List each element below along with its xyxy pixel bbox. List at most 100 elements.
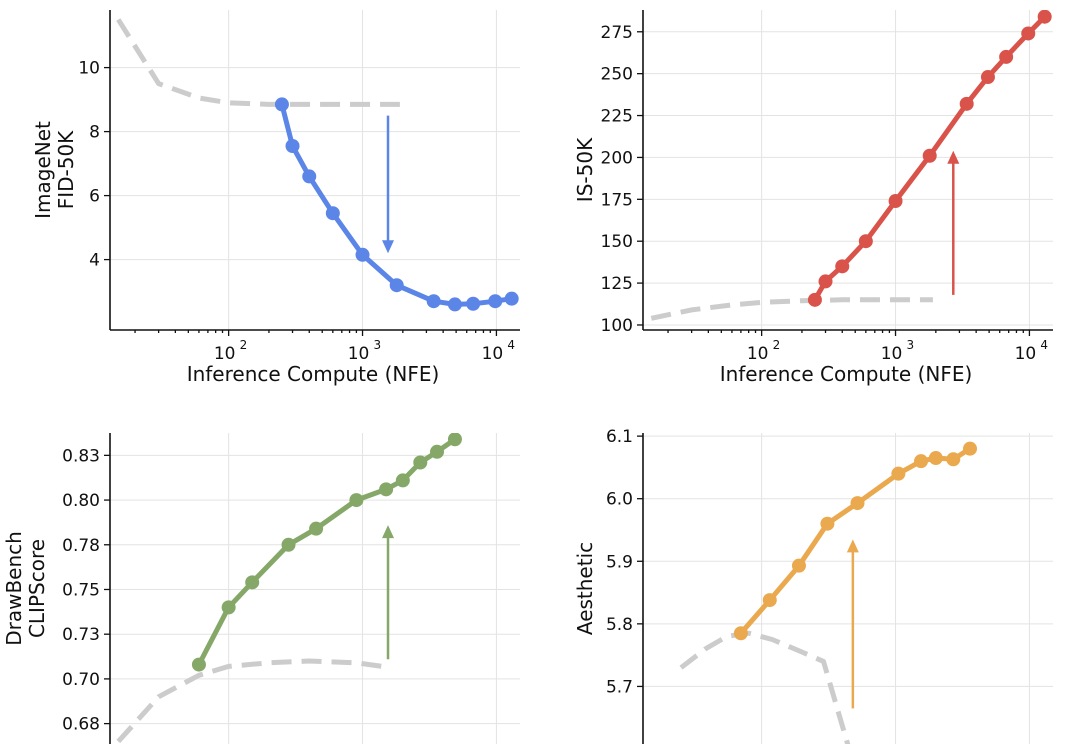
chart-2-point-5 xyxy=(349,493,364,508)
chart-3-point-7 xyxy=(928,451,943,466)
chart-2-ytick-label-5: 0.80 xyxy=(62,491,100,511)
chart-1-point-5 xyxy=(922,148,937,163)
chart-2-point-10 xyxy=(447,433,462,447)
chart-3-y-axis-label-0: Aesthetic xyxy=(573,542,597,635)
chart-2-ytick-label-0: 0.68 xyxy=(62,715,100,735)
chart-0-xtick-exponent-2: 4 xyxy=(507,338,515,352)
chart-0-xtick-label-1: 10 xyxy=(348,344,370,364)
chart-3-ytick-label-1: 5.8 xyxy=(606,615,633,635)
chart-0-ytick-label-0: 4 xyxy=(89,251,100,271)
chart-0-xtick-exponent-0: 2 xyxy=(240,338,248,352)
chart-0-point-9 xyxy=(488,294,503,309)
chart-1-xtick-exponent-2: 4 xyxy=(1040,338,1048,352)
chart-2-ytick-label-1: 0.70 xyxy=(62,670,100,690)
chart-3-ytick-label-2: 5.9 xyxy=(606,552,633,572)
chart-1-ytick-label-3: 175 xyxy=(601,190,633,210)
chart-1-ytick-label-5: 225 xyxy=(601,107,633,127)
chart-1-xtick-exponent-0: 2 xyxy=(773,338,781,352)
chart-3-point-2 xyxy=(791,558,806,573)
chart-2-series-line xyxy=(196,436,458,668)
chart-1-point-3 xyxy=(858,234,873,249)
chart-2-ytick-label-2: 0.73 xyxy=(62,625,100,645)
chart-2-point-4 xyxy=(309,521,324,536)
chart-3-ytick-label-3: 6.0 xyxy=(606,490,633,510)
chart-0-point-2 xyxy=(302,169,317,184)
chart-1-point-0 xyxy=(807,292,822,307)
chart-2-y-axis-label-0: DrawBench xyxy=(2,531,26,646)
chart-3-point-6 xyxy=(914,454,929,469)
chart-0-ytick-label-1: 6 xyxy=(89,187,100,207)
chart-1-point-1 xyxy=(818,274,833,289)
chart-0-point-5 xyxy=(389,278,404,293)
chart-1-baseline-line xyxy=(650,297,933,321)
chart-2-point-8 xyxy=(413,455,428,470)
chart-0-series-line xyxy=(279,101,515,307)
chart-2-point-0 xyxy=(191,657,206,672)
chart-1-ytick-label-0: 100 xyxy=(601,316,633,336)
chart-2-baseline-line xyxy=(116,658,383,744)
chart-1-ytick-label-7: 275 xyxy=(601,23,633,43)
chart-2-point-9 xyxy=(430,444,445,459)
chart-3-point-0 xyxy=(733,626,748,641)
chart-2-arrow-head xyxy=(382,525,395,539)
chart-1-ytick-label-1: 125 xyxy=(601,274,633,294)
chart-0-y-axis-label-0: ImageNet xyxy=(31,121,55,219)
chart-2-series-group xyxy=(116,433,462,744)
chart-1-point-7 xyxy=(980,70,995,85)
chart-1-point-10 xyxy=(1037,10,1052,24)
chart-1-xtick-label-0: 10 xyxy=(747,344,769,364)
chart-3-ytick-label-4: 6.1 xyxy=(606,427,633,447)
chart-0-ytick-label-2: 8 xyxy=(89,123,100,143)
chart-1-ytick-label-4: 200 xyxy=(601,148,633,168)
chart-1-x-axis-label: Inference Compute (NFE) xyxy=(720,362,973,386)
chart-2-point-2 xyxy=(245,575,260,590)
chart-2-point-7 xyxy=(395,473,410,488)
chart-2-point-3 xyxy=(281,537,296,552)
chart-0-point-6 xyxy=(426,294,441,309)
chart-2-point-6 xyxy=(379,482,394,497)
chart-3-series-group xyxy=(679,441,978,744)
chart-1-y-axis-label-0: IS-50K xyxy=(573,137,597,202)
chart-0-ytick-label-3: 10 xyxy=(78,59,100,79)
chart-0-series-group xyxy=(116,18,519,312)
chart-1-point-2 xyxy=(835,259,850,274)
panel-clipscore: 0.68 0.70 0.73 0.75 0.78 0.80 0.83 DrawBench CLI… xyxy=(2,433,520,744)
chart-0-point-7 xyxy=(447,297,462,312)
chart-2-point-1 xyxy=(221,600,236,615)
chart-0-point-1 xyxy=(285,139,300,153)
chart-0-point-10 xyxy=(504,291,519,306)
chart-1-point-9 xyxy=(1021,26,1036,41)
chart-3-series-line xyxy=(738,446,973,636)
chart-1-point-6 xyxy=(959,96,974,111)
chart-1-point-8 xyxy=(999,49,1014,64)
chart-1-series-group xyxy=(650,10,1052,321)
chart-3-point-8 xyxy=(946,452,961,467)
chart-0-x-axis-label: Inference Compute (NFE) xyxy=(187,362,440,386)
chart-0-baseline-line xyxy=(116,18,400,107)
chart-0-y-axis-label-1: FID-50K xyxy=(54,130,78,209)
chart-1-xtick-label-2: 10 xyxy=(1015,344,1037,364)
chart-3-point-9 xyxy=(963,441,978,456)
chart-2-ytick-label-3: 0.75 xyxy=(62,580,100,600)
chart-0-xtick-label-2: 10 xyxy=(482,344,504,364)
chart-1-point-4 xyxy=(888,193,903,208)
chart-3-baseline-line xyxy=(679,630,851,744)
chart-3-point-5 xyxy=(891,466,906,481)
chart-3-point-1 xyxy=(762,593,777,608)
chart-2-ytick-label-6: 0.83 xyxy=(62,446,100,466)
chart-0-xtick-exponent-1: 3 xyxy=(374,338,382,352)
chart-0-point-8 xyxy=(466,296,481,311)
chart-0-point-4 xyxy=(355,247,370,262)
panel-aesthetic: 5.7 5.8 5.9 6.0 6.1 Aesthetic xyxy=(573,427,1053,744)
chart-3-arrow-head xyxy=(846,539,859,553)
chart-0-xtick-label-0: 10 xyxy=(214,344,236,364)
chart-0-point-0 xyxy=(274,97,289,112)
chart-3-ytick-label-0: 5.7 xyxy=(606,677,633,697)
chart-1-ytick-label-2: 150 xyxy=(601,232,633,252)
chart-0-arrow-head xyxy=(382,240,395,254)
chart-3-point-3 xyxy=(820,516,835,531)
chart-1-xtick-exponent-1: 3 xyxy=(907,338,915,352)
chart-1-xtick-label-1: 10 xyxy=(881,344,903,364)
